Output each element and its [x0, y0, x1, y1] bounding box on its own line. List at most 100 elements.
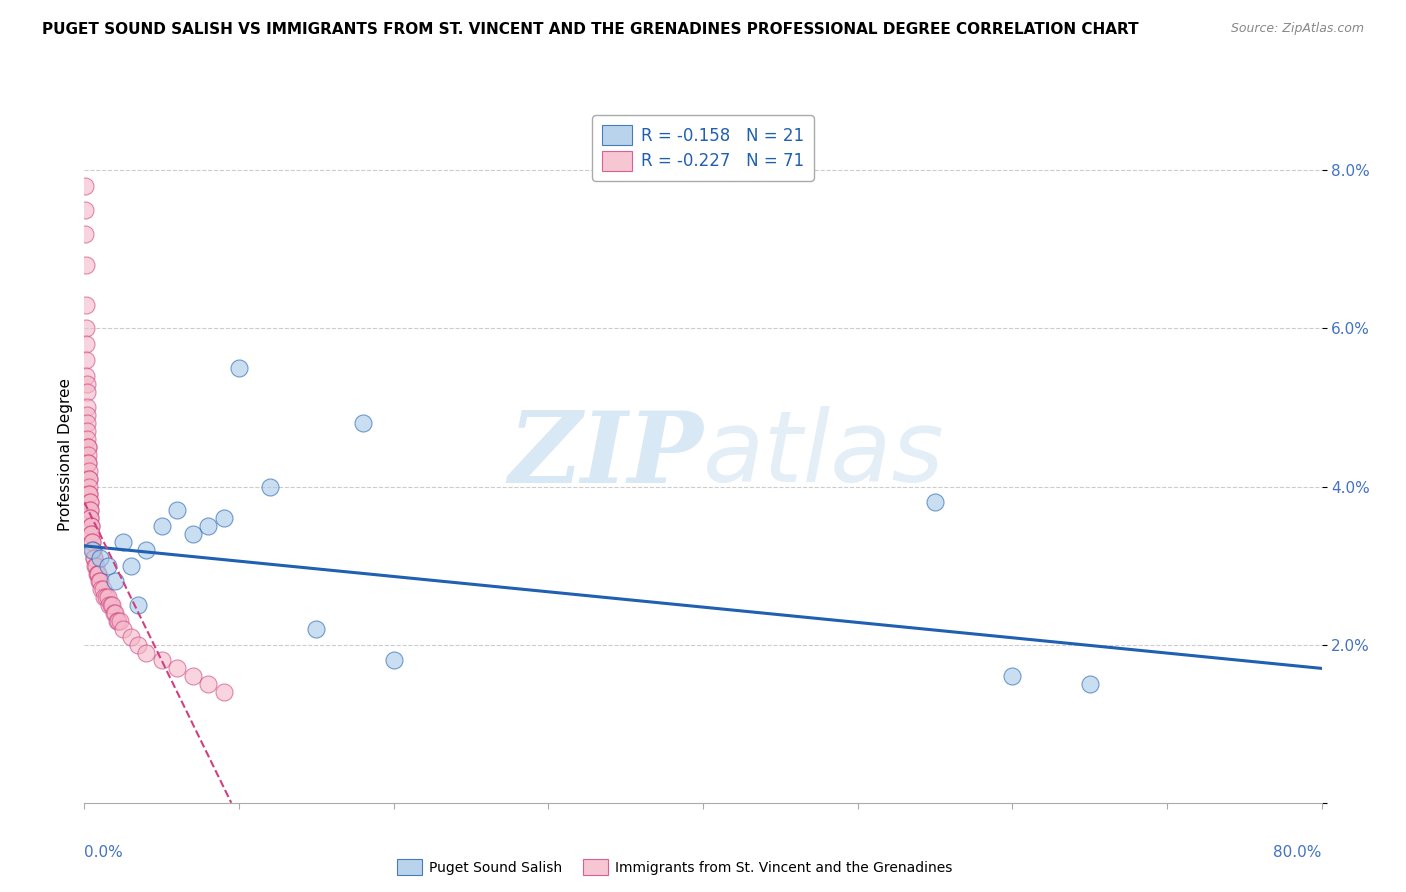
- Point: [96, 591, 118, 605]
- Point: [98, 598, 121, 612]
- Text: 80.0%: 80.0%: [1274, 845, 1322, 860]
- Point: [80, 527, 103, 541]
- Point: [77, 440, 100, 454]
- Point: [228, 360, 250, 375]
- Point: [75, 353, 97, 368]
- Point: [181, 527, 204, 541]
- Point: [91, 582, 114, 597]
- Point: [82, 535, 104, 549]
- Point: [76, 417, 98, 431]
- Point: [1078, 677, 1101, 691]
- Point: [90, 582, 112, 597]
- Text: PUGET SOUND SALISH VS IMMIGRANTS FROM ST. VINCENT AND THE GRENADINES PROFESSIONA: PUGET SOUND SALISH VS IMMIGRANTS FROM ST…: [42, 22, 1139, 37]
- Point: [86, 566, 108, 581]
- Point: [76, 409, 98, 423]
- Point: [107, 614, 129, 628]
- Point: [104, 606, 127, 620]
- Point: [212, 685, 235, 699]
- Point: [77, 456, 100, 470]
- Point: [79, 511, 101, 525]
- Point: [77, 479, 100, 493]
- Point: [166, 503, 188, 517]
- Point: [120, 630, 142, 644]
- Point: [79, 487, 101, 501]
- Point: [75, 337, 97, 351]
- Point: [127, 638, 149, 652]
- Point: [112, 622, 135, 636]
- Point: [108, 614, 131, 628]
- Point: [76, 384, 98, 399]
- Point: [259, 479, 281, 493]
- Point: [212, 511, 235, 525]
- Text: ZIP: ZIP: [508, 407, 703, 503]
- Point: [135, 542, 157, 557]
- Point: [89, 574, 111, 589]
- Point: [76, 424, 98, 438]
- Point: [77, 472, 100, 486]
- Point: [150, 519, 173, 533]
- Point: [120, 558, 142, 573]
- Point: [166, 661, 188, 675]
- Text: 0.0%: 0.0%: [84, 845, 124, 860]
- Point: [75, 258, 97, 272]
- Text: Source: ZipAtlas.com: Source: ZipAtlas.com: [1230, 22, 1364, 36]
- Point: [352, 417, 374, 431]
- Point: [83, 550, 105, 565]
- Point: [135, 646, 157, 660]
- Point: [84, 558, 107, 573]
- Point: [75, 321, 97, 335]
- Legend: R = -0.158   N = 21, R = -0.227   N = 71: R = -0.158 N = 21, R = -0.227 N = 71: [592, 115, 814, 180]
- Point: [103, 606, 125, 620]
- Point: [150, 653, 173, 667]
- Point: [197, 677, 219, 691]
- Point: [100, 598, 122, 612]
- Point: [76, 440, 98, 454]
- Point: [1001, 669, 1024, 683]
- Point: [80, 519, 103, 533]
- Point: [77, 448, 100, 462]
- Point: [112, 535, 135, 549]
- Point: [87, 574, 110, 589]
- Y-axis label: Professional Degree: Professional Degree: [58, 378, 73, 532]
- Point: [127, 598, 149, 612]
- Point: [79, 495, 101, 509]
- Point: [83, 550, 105, 565]
- Point: [79, 495, 101, 509]
- Point: [82, 542, 104, 557]
- Point: [79, 503, 101, 517]
- Point: [75, 227, 97, 241]
- Point: [82, 542, 104, 557]
- Point: [96, 558, 118, 573]
- Point: [197, 519, 219, 533]
- Point: [80, 527, 103, 541]
- Point: [77, 464, 100, 478]
- Point: [77, 472, 100, 486]
- Point: [75, 179, 97, 194]
- Point: [87, 566, 110, 581]
- Point: [382, 653, 405, 667]
- Point: [79, 519, 101, 533]
- Point: [76, 432, 98, 446]
- Point: [94, 591, 117, 605]
- Text: atlas: atlas: [703, 407, 945, 503]
- Point: [86, 566, 108, 581]
- Point: [79, 487, 101, 501]
- Point: [93, 591, 115, 605]
- Point: [76, 401, 98, 415]
- Legend: Puget Sound Salish, Immigrants from St. Vincent and the Grenadines: Puget Sound Salish, Immigrants from St. …: [392, 854, 957, 880]
- Point: [101, 598, 124, 612]
- Point: [84, 558, 107, 573]
- Point: [305, 622, 328, 636]
- Point: [924, 495, 946, 509]
- Point: [79, 511, 101, 525]
- Point: [80, 535, 103, 549]
- Point: [75, 202, 97, 217]
- Point: [75, 298, 97, 312]
- Point: [75, 368, 97, 383]
- Point: [105, 614, 128, 628]
- Point: [79, 503, 101, 517]
- Point: [89, 550, 111, 565]
- Point: [104, 574, 127, 589]
- Point: [76, 376, 98, 391]
- Point: [181, 669, 204, 683]
